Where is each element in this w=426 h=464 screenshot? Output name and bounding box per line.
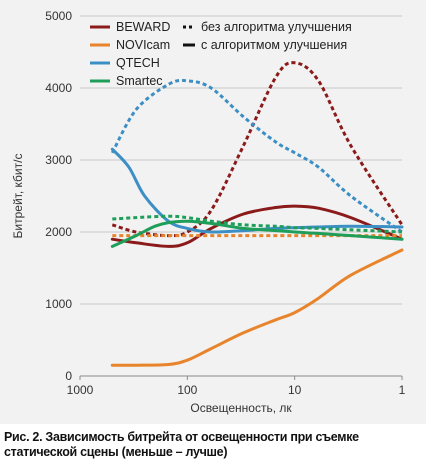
x-tick-label: 100 [177, 383, 197, 397]
legend-label-qtech: QTECH [116, 56, 160, 70]
legend-label-beward: BEWARD [116, 20, 170, 34]
legend-label-smartec: Smartec [116, 74, 163, 88]
series-line-smartec-solid [110, 219, 404, 248]
x-tick-label: 1 [399, 383, 406, 397]
y-tick-label: 5000 [45, 9, 72, 23]
y-tick-label: 3000 [45, 153, 72, 167]
y-tick-label: 4000 [45, 81, 72, 95]
legend-label-novicam: NOVIcam [116, 38, 170, 52]
x-tick-label: 1000 [67, 383, 94, 397]
series-line-novicam-solid [110, 248, 404, 367]
y-tick-label: 2000 [45, 225, 72, 239]
legend-style-label: без алгоритма улучшения [201, 20, 352, 34]
x-axis-title: Освещенность, лк [190, 401, 292, 415]
series-line-qtech-solid [110, 147, 404, 234]
x-tick-label: 10 [288, 383, 302, 397]
series-line-qtech-dashed [110, 78, 403, 234]
y-axis-title: Битрейт, кбит/с [11, 154, 25, 239]
y-tick-label: 0 [65, 369, 72, 383]
y-tick-label: 1000 [45, 297, 72, 311]
series-line-beward-solid [110, 204, 404, 248]
figure-caption: Рис. 2. Зависимость битрейта от освещенн… [4, 430, 359, 459]
legend-style-label: с алгоритмом улучшения [201, 38, 347, 52]
chart-panel: 0 1000 2000 3000 4000 5000 1000 100 10 1 Освещенно… [0, 0, 426, 424]
